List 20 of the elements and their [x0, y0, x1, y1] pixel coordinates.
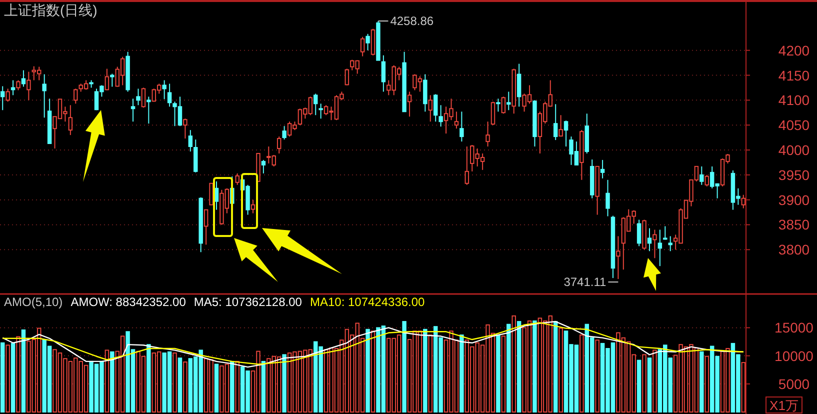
y-tick-label: 4200 — [778, 42, 810, 58]
annotation: 3741.11 — [564, 274, 606, 289]
y-tick-label: 3950 — [778, 166, 810, 183]
y-tick-label: 10000 — [774, 348, 814, 364]
y-tick-label: 4050 — [778, 117, 810, 134]
y-tick-label: 3800 — [778, 242, 810, 258]
annotation: AMOW: 88342352.00 — [70, 295, 186, 309]
chart-title: 上证指数(日线) — [4, 2, 98, 18]
y-tick-label: 5000 — [778, 376, 810, 392]
annotation: MA10: 107424336.00 — [310, 295, 426, 309]
annotation: 4258.86 — [390, 14, 434, 28]
y-tick-label: 4150 — [778, 67, 810, 84]
y-tick-label: 3850 — [778, 216, 810, 233]
y-tick-label: 15000 — [774, 320, 814, 336]
y-tick-label: 3900 — [778, 192, 810, 208]
y-axis-title: X1万 — [770, 398, 798, 413]
y-tick-label: 4000 — [778, 142, 810, 158]
chart-title: AMO(5,10) — [4, 295, 63, 309]
annotation: MA5: 107362128.00 — [194, 295, 302, 309]
y-tick-label: 4100 — [778, 92, 810, 108]
